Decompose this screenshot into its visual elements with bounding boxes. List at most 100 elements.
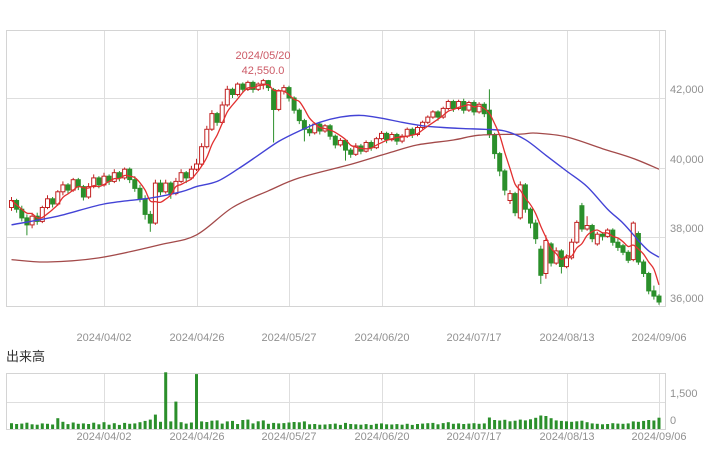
volume-bar (344, 422, 347, 429)
volume-bar (374, 423, 378, 429)
candle (24, 214, 30, 236)
candle (476, 102, 482, 114)
volume-bar (287, 422, 291, 429)
candle (235, 82, 241, 97)
volume-date-x-tick-label: 2024/04/26 (169, 431, 225, 443)
volume-bar (174, 401, 178, 429)
candle (656, 294, 662, 305)
volume-bar (117, 424, 121, 429)
volume-bar (482, 423, 486, 429)
volume-bar (261, 420, 265, 429)
candle (430, 110, 436, 119)
candle (502, 169, 508, 196)
volume-bar (143, 420, 147, 429)
volume-bar (580, 420, 584, 429)
volume-bar (128, 423, 132, 429)
volume-bar (323, 424, 327, 429)
volume-bar (251, 423, 255, 429)
candle (363, 140, 369, 153)
date-x-tick-label: 2024/04/26 (169, 332, 225, 344)
volume-bar (585, 422, 589, 429)
date-x-tick-label: 2024/07/17 (446, 332, 502, 344)
volume-bar (107, 424, 111, 429)
candle (389, 132, 395, 142)
volume-bar (200, 421, 204, 429)
candle (337, 138, 343, 147)
candle (558, 249, 564, 274)
candle (353, 143, 359, 156)
candle (271, 87, 277, 143)
volume-bar (123, 422, 127, 429)
volume-bar (164, 372, 168, 429)
candle (528, 207, 533, 229)
volume-bar (441, 423, 445, 429)
candle (615, 238, 621, 251)
candle (543, 235, 549, 279)
volume-bar (451, 423, 455, 429)
candle (579, 202, 585, 232)
candle (399, 134, 405, 144)
volume-date-x-tick-label: 2024/08/13 (539, 431, 595, 443)
candle (600, 232, 605, 241)
volume-bar (549, 418, 553, 429)
volume-date-x-tick-label: 2024/04/02 (76, 431, 132, 443)
candle (456, 99, 462, 111)
volume-bar (25, 422, 29, 429)
volume-bar (35, 424, 39, 429)
volume-bar (487, 417, 491, 429)
volume-bar (61, 421, 65, 429)
volume-bar (621, 423, 625, 429)
candle (492, 132, 498, 159)
volume-bar (559, 420, 563, 429)
peak-annotation-date: 2024/05/20 (235, 50, 291, 62)
volume-bar (359, 424, 363, 429)
candle (348, 148, 354, 158)
candle (564, 254, 569, 269)
candle (50, 197, 56, 208)
candle (188, 165, 194, 180)
volume-bar (81, 423, 85, 429)
candle (296, 108, 302, 125)
volume-bar (446, 422, 450, 429)
volume-bar (97, 424, 101, 429)
candle (440, 106, 446, 119)
volume-bar (215, 420, 219, 429)
volume-bar (308, 424, 312, 429)
volume-bar (102, 422, 106, 429)
candle (630, 221, 636, 262)
candle (163, 179, 169, 194)
volume-bar (416, 424, 419, 429)
volume-section-title: 出来高 (6, 349, 46, 364)
volume-bar (390, 424, 394, 429)
volume-bar (30, 424, 34, 429)
price-y-tick-label: 42,000 (670, 84, 704, 96)
volume-bar (601, 424, 604, 429)
candle (230, 87, 235, 98)
volume-bar (210, 420, 214, 429)
candle (178, 169, 184, 184)
volume-y-tick-label: 1,500 (670, 388, 698, 400)
volume-bar (66, 424, 70, 429)
ma-short-line (11, 83, 660, 286)
volume-bar (626, 423, 630, 429)
volume-bar (313, 424, 317, 429)
candle (332, 134, 338, 149)
candle (538, 245, 544, 284)
candle (132, 176, 138, 192)
candle (39, 205, 45, 224)
volume-bar (236, 424, 240, 429)
candle (276, 89, 282, 112)
volume-bar (76, 423, 80, 429)
volume-bar (184, 423, 188, 429)
candle (260, 78, 266, 90)
price-y-tick-label: 40,000 (670, 154, 704, 166)
volume-bar (179, 422, 183, 429)
volume-bar (513, 420, 517, 429)
date-x-tick-label: 2024/06/20 (354, 332, 410, 344)
volume-bar (318, 424, 322, 429)
moving-average-lines (11, 83, 660, 286)
candle (584, 216, 590, 231)
volume-date-x-tick-label: 2024/09/06 (631, 431, 687, 443)
